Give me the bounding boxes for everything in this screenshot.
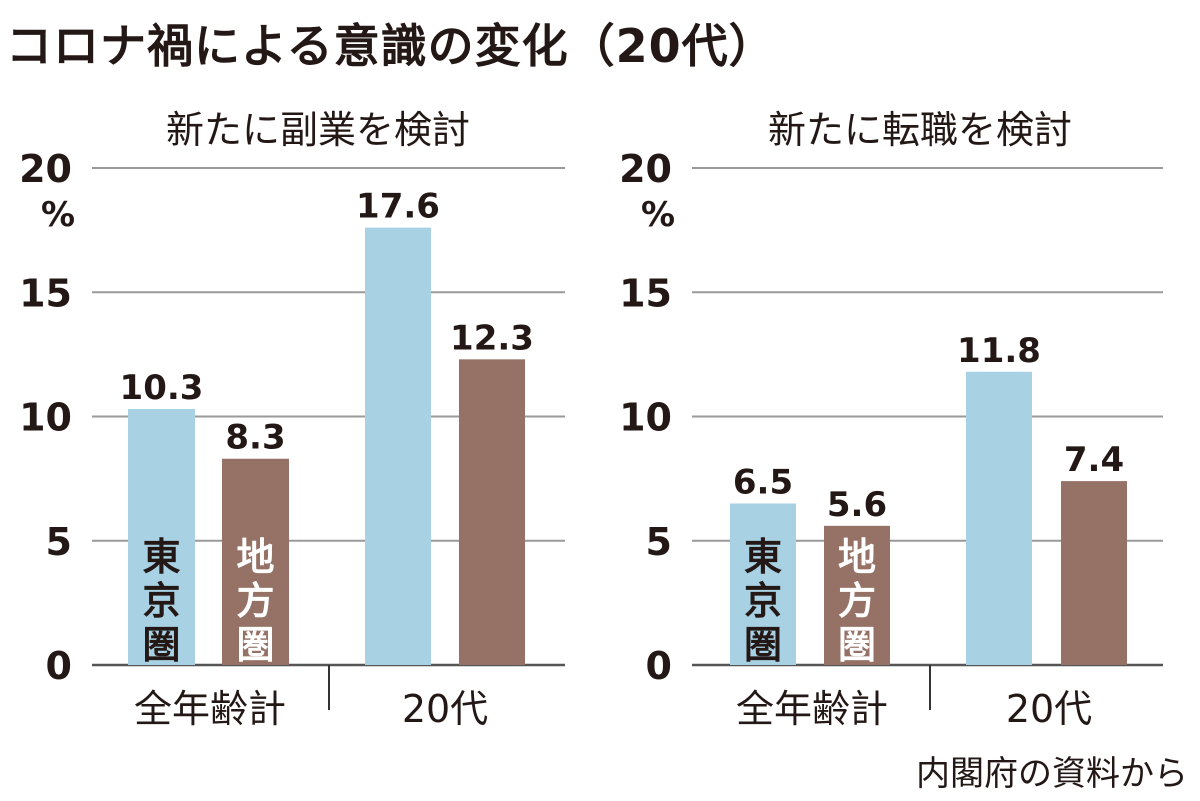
series-label: 東 [744,535,782,579]
y-tick-label: 0 [46,644,72,688]
data-label: 10.3 [120,368,204,408]
panel-title: 新たに副業を検討 [166,108,470,152]
x-category-label: 20代 [1006,687,1092,731]
y-tick-label: 5 [46,520,72,564]
series-label: 圏 [744,623,782,667]
y-tick-label: 10 [619,396,672,440]
y-tick-label: 20 [19,147,72,191]
page-title: コロナ禍による意識の変化（20代） [6,19,776,73]
data-label: 8.3 [225,418,285,458]
series-label: 地 [838,535,876,579]
bar [824,525,890,665]
y-tick-label: 15 [619,271,672,315]
source-note: 内閣府の資料から [916,754,1188,794]
series-label: 圏 [236,623,274,667]
bar [966,371,1032,665]
series-label: 京 [744,579,782,623]
x-category-label: 全年齢計 [736,687,888,731]
y-tick-label: 5 [646,520,672,564]
bar [222,458,289,665]
y-unit-label: % [641,195,675,235]
panel-title: 新たに転職を検討 [768,108,1072,152]
series-label: 東 [142,535,180,579]
data-label: 17.6 [356,187,440,227]
series-label: 圏 [142,623,180,667]
bar [730,503,796,665]
series-label: 方 [236,579,274,623]
data-label: 11.8 [957,331,1041,371]
data-label: 7.4 [1064,440,1124,480]
bar [128,409,195,665]
y-tick-label: 0 [646,644,672,688]
y-tick-label: 20 [619,147,672,191]
y-tick-label: 10 [19,396,72,440]
series-label: 京 [142,579,180,623]
x-category-label: 20代 [402,687,488,731]
bar [365,227,431,665]
y-tick-label: 15 [19,271,72,315]
data-label: 5.6 [827,485,887,525]
data-label: 6.5 [733,462,793,502]
y-unit-label: % [41,195,75,235]
chart-panel-2: 新たに転職を検討05101520%6.5東京圏5.6地方圏11.87.4全年齢計… [619,108,1163,731]
x-category-label: 全年齢計 [134,687,286,731]
series-label: 地 [236,535,274,579]
chart-panel-1: 新たに副業を検討05101520%10.3東京圏8.3地方圏17.612.3全年… [19,108,565,731]
bar [1061,481,1127,665]
bar [459,359,525,665]
series-label: 圏 [838,623,876,667]
data-label: 12.3 [450,318,534,358]
series-label: 方 [838,579,876,623]
